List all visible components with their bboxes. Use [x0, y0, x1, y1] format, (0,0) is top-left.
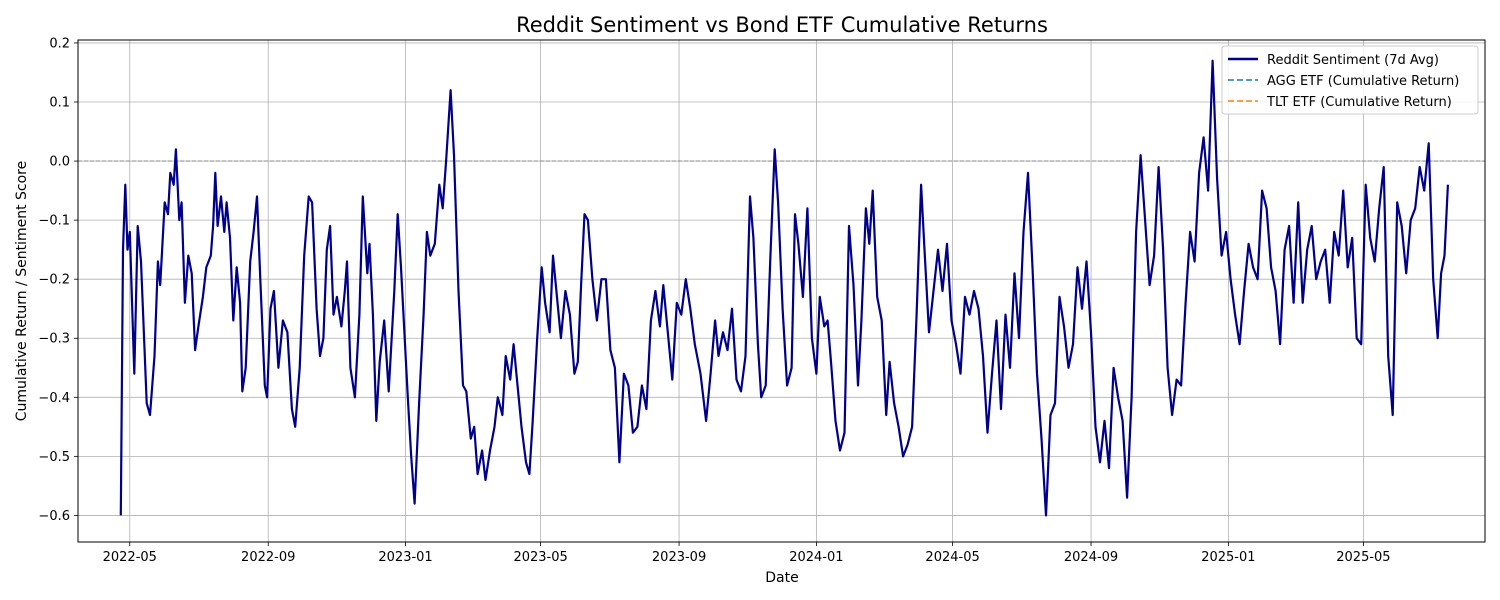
- chart-title: Reddit Sentiment vs Bond ETF Cumulative …: [516, 13, 1048, 37]
- y-axis-label: Cumulative Return / Sentiment Score: [14, 161, 30, 421]
- x-tick-label: 2023-05: [513, 550, 567, 565]
- legend-label-tlt: TLT ETF (Cumulative Return): [1266, 95, 1452, 110]
- x-tick-label: 2024-01: [789, 550, 843, 565]
- x-tick-label: 2022-05: [103, 550, 157, 565]
- y-tick-label: −0.5: [38, 450, 70, 465]
- legend-label-agg: AGG ETF (Cumulative Return): [1267, 74, 1459, 89]
- x-tick-label: 2023-01: [378, 550, 432, 565]
- y-tick-label: −0.1: [38, 214, 70, 229]
- y-tick-label: 0.0: [49, 155, 70, 170]
- y-tick-label: −0.6: [38, 509, 70, 524]
- legend: Reddit Sentiment (7d Avg) AGG ETF (Cumul…: [1221, 45, 1479, 115]
- x-tick-label: 2024-05: [925, 550, 979, 565]
- y-tick-label: −0.2: [38, 273, 70, 288]
- y-tick-label: 0.1: [49, 96, 70, 111]
- plot-area-frame: [77, 39, 1486, 543]
- legend-label-reddit: Reddit Sentiment (7d Avg): [1267, 53, 1439, 68]
- y-tick-label: 0.2: [49, 36, 70, 51]
- y-axis-ticks: −0.6 −0.5 −0.4 −0.3 −0.2 −0.1 0.0 0.1 0.2: [38, 36, 78, 524]
- legend-box: [1221, 45, 1479, 115]
- x-tick-label: 2023-09: [652, 550, 706, 565]
- series-line-0: [119, 59, 1449, 517]
- x-axis-label: Date: [765, 570, 798, 586]
- x-tick-label: 2024-09: [1064, 550, 1118, 565]
- series-lines: [119, 59, 1449, 517]
- x-tick-label: 2022-09: [241, 550, 295, 565]
- x-tick-label: 2025-05: [1336, 550, 1390, 565]
- x-axis-ticks: 2022-05 2022-09 2023-01 2023-05 2023-09 2024-…: [103, 542, 1391, 565]
- y-tick-label: −0.3: [38, 332, 70, 347]
- y-tick-label: −0.4: [38, 391, 70, 406]
- x-tick-label: 2025-01: [1201, 550, 1255, 565]
